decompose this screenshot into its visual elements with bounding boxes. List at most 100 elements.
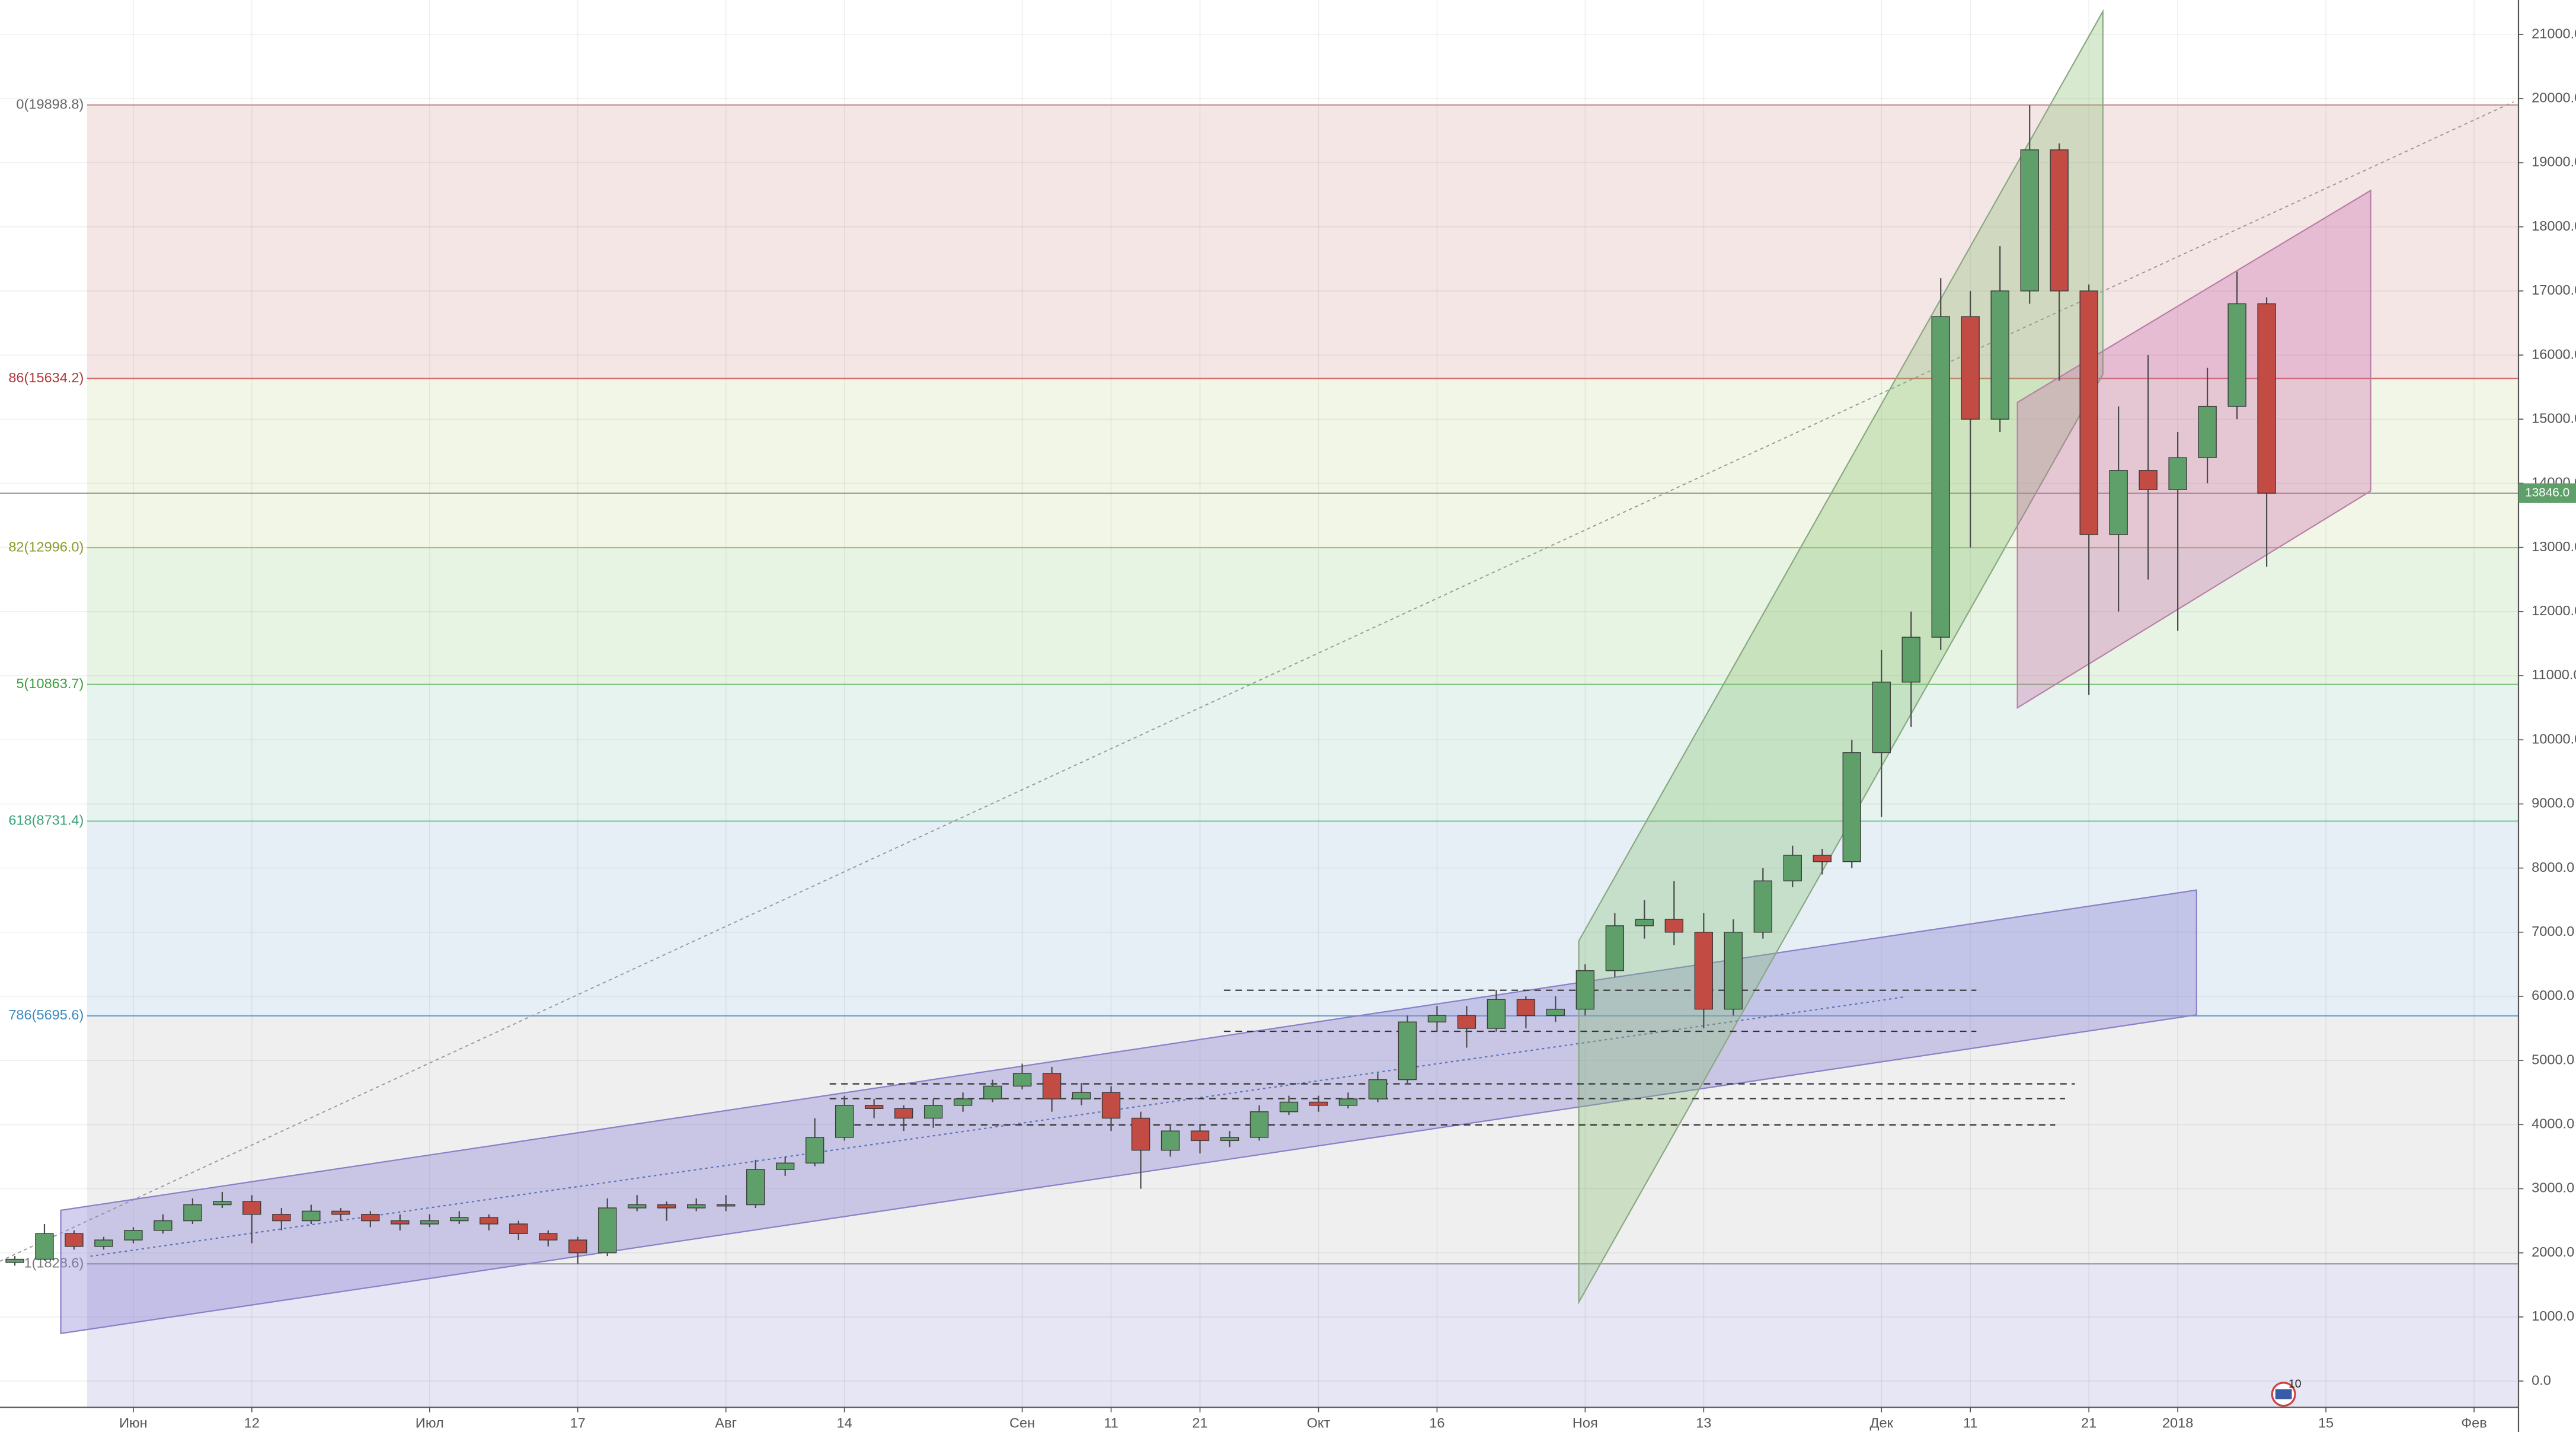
candle-body [1309,1101,1328,1106]
x-tick-label: 21 [2081,1415,2096,1430]
channel-midline [90,996,1906,1257]
candle-body [1398,1021,1417,1081]
y-tick-label: 8000.0 [2532,859,2574,875]
fib-zone [87,548,2519,685]
candle-body [687,1204,706,1209]
fib-zone [87,821,2519,1016]
y-tick-label: 12000.0 [2532,603,2576,618]
candle-body [1605,925,1625,971]
y-tick-label: 3000.0 [2532,1180,2574,1196]
candle-body [1457,1015,1476,1029]
y-tick-label: 18000.0 [2532,218,2576,234]
candle-body [1131,1117,1150,1151]
candle-body [1872,682,1891,753]
y-tick-label: 4000.0 [2532,1116,2574,1131]
x-tick-label: 21 [1192,1415,1207,1430]
x-tick-label: 11 [1104,1415,1118,1430]
x-tick-label: 16 [1429,1415,1444,1430]
candle-body [1338,1098,1358,1106]
fib-level-label: 86(15634.2) [8,370,84,385]
candle-body [94,1239,113,1247]
x-tick-label: Июл [416,1415,444,1430]
candle-body [1842,752,1861,862]
candle-body [835,1105,854,1138]
candle-body [746,1169,765,1206]
badge-count: 10 [2289,1377,2302,1391]
candle-body [1931,316,1950,638]
badge-flag [2275,1389,2292,1399]
candle-body [1012,1073,1032,1087]
candle-body [953,1098,973,1106]
candle-body [1279,1101,1299,1113]
y-tick-label: 19000.0 [2532,154,2576,170]
candle-body [598,1207,617,1254]
candle-body [5,1258,24,1263]
x-tick-label: 17 [570,1415,586,1430]
y-tick-label: 16000.0 [2532,346,2576,362]
fib-zone [87,105,2519,379]
candle-body [1664,919,1684,933]
candle-body [1961,316,1980,420]
x-tick-label: 11 [1963,1415,1977,1430]
y-tick-label: 20000.0 [2532,90,2576,106]
candle-body [1783,855,1802,881]
candle-body [1724,932,1743,1010]
y-tick-label: 9000.0 [2532,795,2574,811]
x-tick-label: 12 [244,1415,260,1430]
y-tick-label: 2000.0 [2532,1244,2574,1260]
x-tick-label: Июн [119,1415,148,1430]
candle-body [2257,303,2276,494]
candle-body [1487,999,1506,1029]
candle-body [1072,1092,1091,1099]
y-tick-label: 7000.0 [2532,923,2574,939]
x-tick-label: Ноя [1573,1415,1598,1430]
fib-zones [87,105,2519,1408]
fib-level-label: 1(1828.6) [24,1255,84,1270]
candle-body [213,1201,232,1206]
candle-body [1427,1015,1447,1022]
candle-body [35,1233,54,1260]
candle-body [1249,1111,1269,1138]
candle-body [1161,1130,1180,1151]
last-price-tag [2518,483,2576,503]
fib-level-label: 82(12996.0) [8,539,84,554]
candle-body [242,1201,261,1215]
x-tick-label: Авг [715,1415,737,1430]
candle-body [2139,470,2158,490]
candle-body [2227,303,2246,407]
y-tick-label: 6000.0 [2532,987,2574,1003]
candle-body [1190,1130,1210,1142]
x-tick-label: Сен [1009,1415,1035,1430]
x-tick-label: Дек [1870,1415,1894,1430]
x-tick-label: 13 [1696,1415,1711,1430]
candle-body [628,1204,647,1209]
candle-body [894,1108,913,1119]
candle-body [124,1230,143,1241]
candle-body [983,1085,1002,1099]
time-axis-bg [0,1407,2519,1432]
badge-icon: 10 [2271,1377,2302,1407]
candle-body [1042,1073,1062,1099]
candle-body [2050,149,2069,292]
candle-body [1101,1092,1121,1119]
candle-body [1990,290,2009,420]
fib-level-label: 5(10863.7) [16,676,84,691]
candle-body [272,1214,291,1222]
last-price-label: 13846.0 [2525,486,2569,500]
pink-channel [2016,189,2372,709]
candle-body [1635,919,1654,926]
candle-body [568,1239,587,1254]
x-tick-label: 2018 [2162,1415,2193,1430]
candle-body [923,1105,943,1119]
y-tick-label: 10000.0 [2532,731,2576,746]
y-tick-label: 17000.0 [2532,282,2576,298]
candle-body [361,1214,380,1222]
y-tick-label: 5000.0 [2532,1051,2574,1067]
x-tick-label: 15 [2318,1415,2334,1430]
fib-level-label: 0(19898.8) [16,96,84,111]
fib-level-label: 618(8731.4) [8,813,84,828]
x-tick-label: Фев [2461,1415,2487,1430]
candle-body [1694,932,1714,1010]
